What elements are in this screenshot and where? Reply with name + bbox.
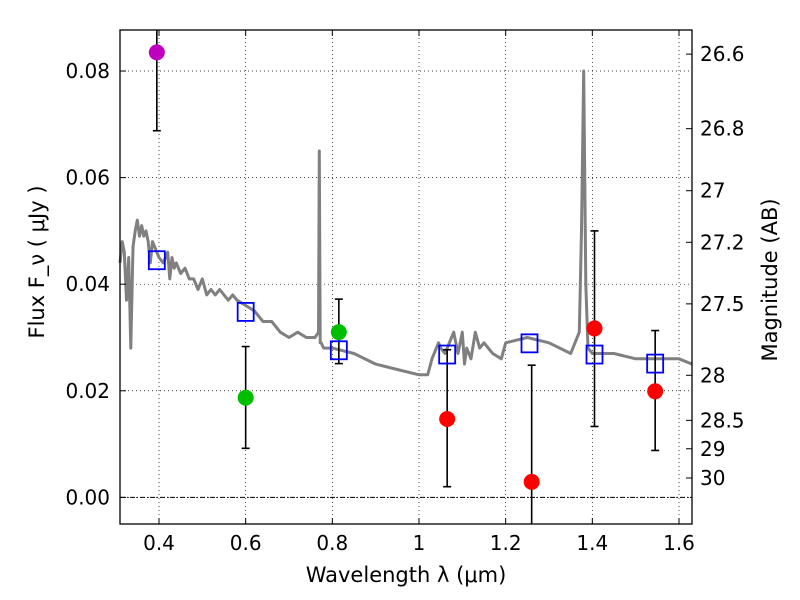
x-tick-label: 1.2	[490, 531, 522, 555]
data-point	[330, 324, 347, 341]
data-point	[586, 320, 603, 337]
plot-frame	[119, 29, 693, 525]
y-tick-label: 0.04	[65, 272, 110, 296]
observed-points	[148, 44, 664, 490]
y-tick-label: 0.02	[65, 379, 110, 403]
y-axis-label: Flux F_ν ( μJy )	[25, 185, 50, 338]
y-axis-ticks: 0.00 0.02 0.04 0.06 0.08	[65, 59, 126, 509]
data-point	[647, 383, 664, 400]
data-point	[523, 473, 540, 490]
model-band-square	[236, 302, 255, 322]
grid	[120, 30, 692, 524]
data-point	[237, 389, 254, 406]
y-tick-label: 0.08	[65, 59, 110, 83]
model-band-markers	[147, 250, 665, 374]
right-tick-label: 26.6	[700, 42, 745, 66]
y-tick-label: 0.06	[65, 166, 110, 190]
model-spectrum-line	[118, 69, 693, 377]
x-tick-label: 1.6	[663, 531, 695, 555]
model-band-square	[147, 250, 166, 271]
model-band-square	[438, 344, 457, 365]
right-axis-ticks: 26.6 26.8 27 27.2 27.5 28 28.5 29 30	[686, 42, 745, 490]
x-axis-label: Wavelength λ (μm)	[306, 563, 507, 587]
data-point	[439, 411, 456, 428]
x-tick-label: 1	[413, 531, 426, 555]
right-tick-label: 27.2	[700, 230, 745, 254]
x-tick-label: 1.4	[576, 531, 608, 555]
right-tick-label: 27.5	[700, 292, 745, 316]
model-band-square	[329, 340, 348, 361]
model-band-square	[520, 333, 539, 354]
x-tick-label: 0.8	[316, 531, 348, 555]
model-band-square	[585, 344, 604, 365]
right-tick-label: 27	[700, 179, 725, 203]
x-axis-ticks: 0.4 0.6 0.8 1 1.2 1.4 1.6	[143, 30, 695, 555]
x-tick-label: 0.6	[230, 531, 262, 555]
right-tick-label: 29	[700, 437, 725, 461]
right-tick-label: 28	[700, 363, 725, 387]
y-tick-label: 0.00	[65, 485, 110, 509]
x-tick-label: 0.4	[143, 531, 175, 555]
right-tick-label: 26.8	[700, 117, 745, 141]
right-axis-label: Magnitude (AB)	[758, 198, 782, 361]
right-tick-label: 30	[700, 466, 725, 490]
model-band-square	[646, 353, 665, 374]
right-tick-label: 28.5	[700, 408, 745, 432]
data-point	[148, 44, 165, 61]
